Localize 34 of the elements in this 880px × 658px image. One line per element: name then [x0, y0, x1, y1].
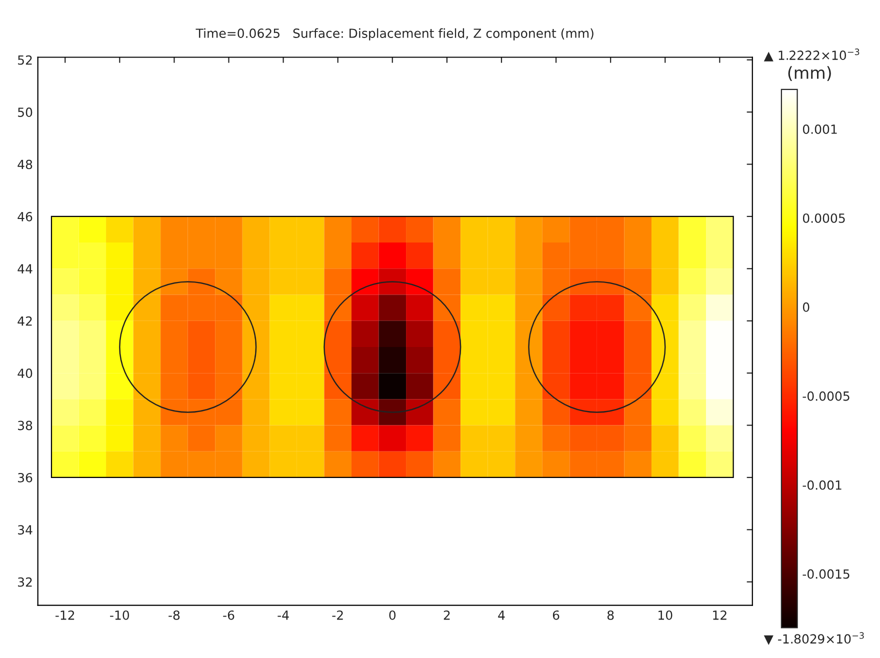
- color-bar-label: 0.0005: [802, 213, 845, 223]
- chart-title: Time=0.0625 Surface: Displacement field, Z component (mm): [196, 28, 594, 40]
- x-tick-label: 10: [658, 610, 672, 620]
- y-tick-label: 46: [18, 212, 32, 222]
- x-tick-label: -4: [278, 610, 289, 620]
- x-tick-label: 0: [389, 610, 396, 620]
- x-tick-label: -8: [168, 610, 180, 620]
- x-tick-label: 4: [498, 610, 505, 620]
- y-tick-label: 52: [18, 55, 32, 65]
- y-tick-label: 32: [18, 577, 32, 587]
- x-tick-label: 12: [713, 610, 726, 620]
- y-tick-label: 44: [18, 264, 32, 274]
- y-tick-label: 50: [18, 108, 32, 117]
- color-bar-label: -0.0015: [802, 569, 850, 579]
- y-tick-label: 48: [18, 160, 32, 170]
- x-tick-label: -2: [332, 610, 343, 620]
- x-tick-label: 8: [607, 610, 614, 620]
- color-bar-label: 0.001: [802, 124, 837, 134]
- x-tick-label: -6: [223, 610, 234, 620]
- color-bar-label: 0: [802, 302, 810, 312]
- x-tick-label: 2: [444, 610, 450, 620]
- y-tick-label: 36: [18, 472, 32, 482]
- text: ▲ 1.2222×10$^{−3}$: [764, 48, 860, 62]
- color-bar-label: -0.001: [802, 480, 842, 490]
- y-tick-label: 38: [18, 420, 32, 430]
- x-tick-label: -10: [110, 610, 130, 620]
- y-tick-label: 40: [18, 368, 32, 378]
- y-tick-label: 42: [18, 316, 32, 326]
- x-tick-label: -12: [56, 610, 74, 620]
- color-bar-label: -0.0005: [802, 391, 850, 401]
- text: ▼ -1.8029×10$^{−3}$: [764, 632, 864, 645]
- x-tick-label: 6: [552, 610, 560, 620]
- y-tick-label: 34: [18, 525, 32, 535]
- color-bar-title: (mm): [788, 66, 831, 81]
